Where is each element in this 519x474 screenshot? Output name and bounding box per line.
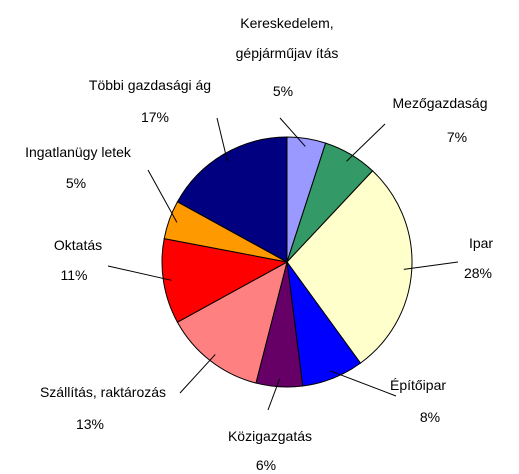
slice-label: Kereskedelem, gépjárműjav ítás (235, 15, 339, 61)
leader-line (216, 117, 228, 162)
slice-label: Ipar (468, 235, 494, 251)
slice-value-label: 28% (463, 265, 493, 281)
pie-slice (161, 237, 289, 323)
slice-value-label: 5% (272, 83, 294, 99)
pie-slice (286, 170, 413, 364)
leader-line (329, 370, 397, 397)
slice-value-label: 7% (446, 129, 468, 145)
slice-label: Közigazgatás (227, 428, 313, 444)
slice-value-label: 13% (75, 416, 105, 432)
slice-value-label: 5% (65, 175, 87, 191)
slice-label: Mezőgazdaság (392, 95, 488, 111)
leader-line (346, 123, 386, 162)
pie-slice (176, 136, 288, 263)
pie-slice (176, 261, 288, 384)
leader-line (279, 117, 306, 147)
slice-value-label: 17% (140, 109, 170, 125)
slice-value-label: 11% (60, 267, 88, 283)
leader-line (179, 354, 216, 394)
slice-value-label: 8% (419, 409, 441, 425)
slice-label: Építőipar (389, 377, 447, 393)
slice-label: Szállítás, raktározás (39, 384, 167, 400)
slice-label: Oktatás (53, 237, 103, 253)
leader-line (147, 169, 178, 223)
slice-label: Többi gazdasági ág (88, 77, 212, 93)
leader-line (107, 265, 172, 281)
slice-label: Ingatlanügy letek (25, 144, 131, 160)
leader-line (267, 378, 281, 411)
leader-line (403, 261, 459, 270)
slice-value-label: 6% (255, 457, 277, 473)
